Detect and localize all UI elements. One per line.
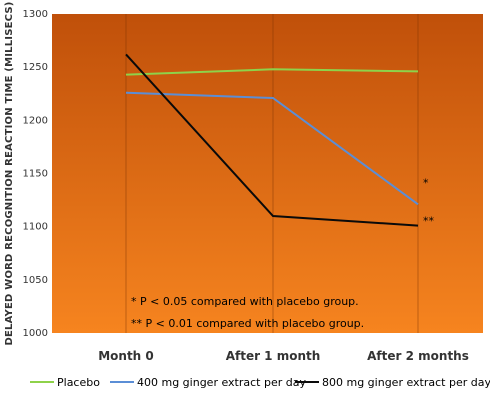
- y-tick-label: 1300: [23, 9, 48, 20]
- y-tick-label: 1050: [23, 275, 48, 286]
- y-tick-label: 1150: [23, 169, 48, 180]
- significance-mark-400mg: *: [423, 176, 429, 189]
- y-axis-label: DELAYED WORD RECOGNITION REACTION TIME (…: [4, 1, 15, 345]
- note-p001: ** P < 0.01 compared with placebo group.: [131, 317, 364, 330]
- legend-label-0: Placebo: [57, 376, 100, 389]
- note-p005: * P < 0.05 compared with placebo group.: [131, 295, 359, 308]
- x-category-label: After 2 months: [367, 349, 469, 363]
- legend: Placebo 400 mg ginger extract per day 800 …: [30, 376, 490, 389]
- y-tick-label: 1200: [23, 115, 48, 126]
- legend-label-2: 800 mg ginger extract per day: [322, 376, 490, 389]
- x-category-label: Month 0: [98, 349, 154, 363]
- plot-area: [52, 14, 483, 333]
- y-tick-label: 1000: [23, 328, 48, 339]
- legend-label-1: 400 mg ginger extract per day: [137, 376, 306, 389]
- x-category-label: After 1 month: [226, 349, 321, 363]
- y-tick-label: 1100: [23, 222, 48, 233]
- significance-mark-800mg: **: [423, 215, 435, 228]
- y-tick-label: 1250: [23, 62, 48, 73]
